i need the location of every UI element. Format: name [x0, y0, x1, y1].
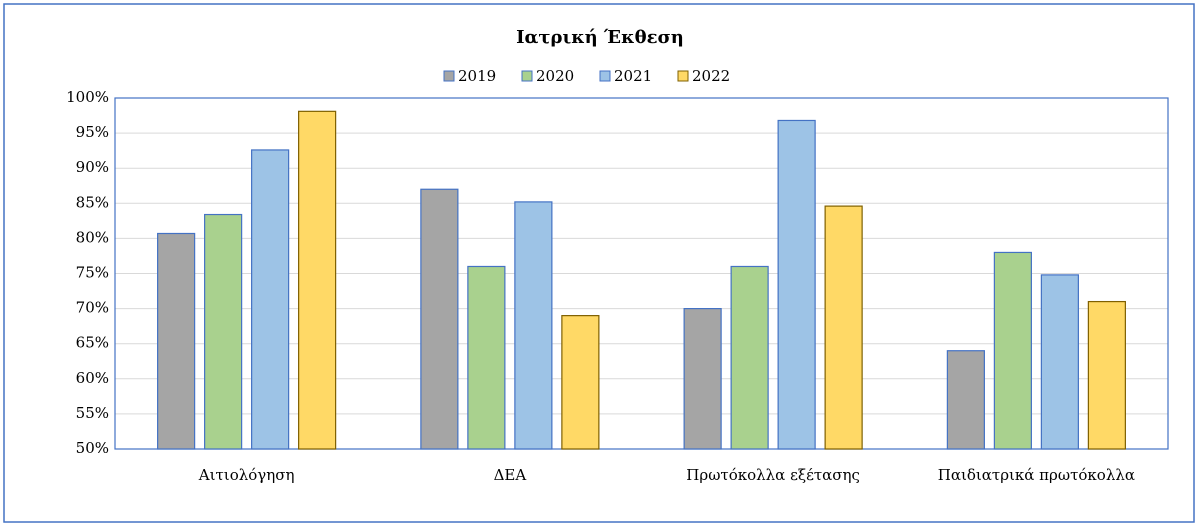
y-tick-label: 80% [76, 228, 109, 246]
chart-title: Ιατρική Έκθεση [516, 27, 684, 48]
bar [298, 110, 337, 450]
bar [514, 201, 553, 450]
bar [683, 308, 722, 450]
bar [467, 265, 506, 450]
bar [777, 119, 816, 450]
x-tick-label: Παιδιατρικά πρωτόκολλα [938, 466, 1135, 484]
y-tick-label: 65% [76, 334, 109, 352]
y-tick-label: 85% [76, 193, 109, 211]
x-tick-label: Πρωτόκολλα εξέτασης [686, 466, 860, 484]
bar [420, 188, 459, 450]
legend-swatch [521, 70, 533, 82]
legend-swatch [677, 70, 689, 82]
legend-label: 2021 [614, 67, 652, 85]
y-tick-label: 60% [76, 369, 109, 387]
bar [157, 232, 196, 450]
bar [251, 149, 290, 450]
y-tick-label: 50% [76, 439, 109, 457]
legend-swatch [599, 70, 611, 82]
y-tick-label: 95% [76, 123, 109, 141]
bar [1087, 300, 1126, 450]
plot-border [114, 97, 1169, 450]
bar [824, 205, 863, 450]
x-tick-label: Αιτιολόγηση [198, 466, 295, 484]
y-tick-label: 70% [76, 299, 109, 317]
legend-label: 2019 [458, 67, 496, 85]
bar [1040, 274, 1079, 450]
bar [993, 251, 1032, 450]
bar [946, 350, 985, 450]
bar [561, 315, 600, 450]
bar [730, 265, 769, 450]
legend-label: 2022 [692, 67, 730, 85]
y-tick-label: 75% [76, 264, 109, 282]
legend-label: 2020 [536, 67, 574, 85]
y-tick-label: 90% [76, 158, 109, 176]
x-tick-label: ΔΕΑ [494, 466, 527, 484]
bar [204, 213, 243, 450]
y-tick-label: 55% [76, 404, 109, 422]
legend-swatch [443, 70, 455, 82]
y-tick-label: 100% [66, 88, 109, 106]
